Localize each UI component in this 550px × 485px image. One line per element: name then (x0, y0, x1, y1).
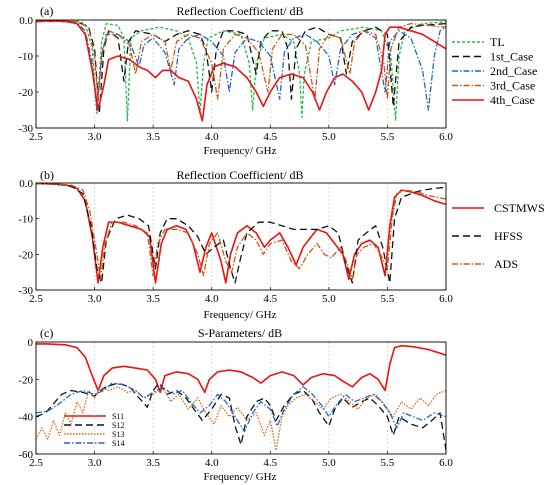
plot-frame (35, 182, 447, 291)
y-tick-label: -10 (18, 214, 33, 226)
y-tick-label: -10 (18, 51, 33, 63)
x-tick-label: 4.5 (263, 131, 277, 143)
y-tick-label: -20 (18, 374, 33, 386)
panel-b-label: (b) (40, 168, 54, 182)
legend-label: S14 (112, 439, 124, 448)
y-tick-label: 0.0 (19, 178, 33, 190)
series-group (36, 183, 446, 284)
panel-c: (c) S-Parameters/ dB Frequency/ GHz S11S… (40, 326, 282, 483)
panel-c-label: (c) (40, 326, 53, 340)
x-tick-label: 3.0 (88, 457, 102, 469)
x-tick-label: 4.0 (205, 131, 219, 143)
series-group (36, 20, 446, 122)
legend-label: S12 (112, 421, 124, 430)
x-tick-label: 3.5 (146, 457, 160, 469)
plot-frame (35, 19, 447, 129)
panel-a-title: Reflection Coefficient/ dB (176, 4, 303, 18)
y-tick-label: -20 (18, 87, 33, 99)
plot-frame (35, 341, 447, 455)
x-tick-label: 5.5 (381, 293, 395, 305)
series-line-cstmws (36, 183, 446, 284)
series-line-3rd-case (36, 20, 446, 100)
y-tick-label: -60 (18, 449, 33, 461)
series-line-s14 (36, 382, 446, 433)
x-tick-label: 5.5 (381, 457, 395, 469)
panel-a: (a) Reflection Coefficient/ dB Frequency… (40, 4, 537, 157)
y-tick-label: -20 (18, 249, 33, 261)
y-tick-label: 0.0 (19, 15, 33, 27)
y-tick-label: -40 (18, 412, 33, 424)
x-tick-label: 4.0 (205, 293, 219, 305)
x-tick-label: 5.5 (381, 131, 395, 143)
y-tick-label: -30 (18, 285, 33, 297)
series-line-s11 (36, 343, 446, 394)
x-tick-label: 3.5 (146, 293, 160, 305)
legend-label: 2nd_Case (490, 64, 537, 78)
x-tick-label: 3.5 (146, 131, 160, 143)
plot-areas: 2.5 3.0 3.5 4.0 4.5 5.0 5.5 6.00.0-10-20-302.5 3… (18, 15, 453, 469)
legend-label: TL (490, 35, 505, 49)
x-tick-label: 5.0 (322, 131, 336, 143)
x-tick-label: 3.0 (88, 293, 102, 305)
y-tick-label: 0 (28, 337, 34, 349)
panel-b: (b) Reflection Coefficient/ dB Frequency… (40, 168, 545, 321)
x-tick-label: 5.0 (322, 457, 336, 469)
panel-c-title: S-Parameters/ dB (198, 326, 282, 340)
x-tick-label: 5.0 (322, 293, 336, 305)
legend-label: S13 (112, 430, 124, 439)
y-tick-label: -30 (18, 123, 33, 135)
panel-a-label: (a) (40, 4, 53, 18)
x-tick-label: 2.5 (29, 131, 43, 143)
panel-b-title: Reflection Coefficient/ dB (176, 168, 303, 182)
legend-label: ADS (494, 257, 518, 271)
panel-b-xlabel: Frequency/ GHz (203, 309, 276, 321)
series-line-hfss (36, 183, 446, 284)
series-line-4th-case (36, 20, 446, 122)
legend-label: 1st_Case (490, 50, 533, 64)
x-tick-label: 6.0 (439, 131, 453, 143)
panel-b-legend: CSTMWS HFSS ADS (452, 201, 545, 271)
x-tick-label: 6.0 (439, 293, 453, 305)
panel-a-xlabel: Frequency/ GHz (203, 145, 276, 157)
legend-label: CSTMWS (494, 201, 545, 215)
x-tick-label: 4.0 (205, 457, 219, 469)
legend-label: 4th_Case (490, 93, 535, 107)
series-line-ads (36, 183, 446, 280)
series-group (36, 343, 446, 451)
legend-label: S11 (112, 412, 124, 421)
plot-2: 2.5 3.0 3.5 4.0 4.5 5.0 5.5 6.0 0.0 -10 -20 -30 (18, 178, 453, 305)
series-line-tl (36, 20, 446, 122)
x-tick-label: 4.5 (263, 457, 277, 469)
plot-1: 2.5 3.0 3.5 4.0 4.5 5.0 5.5 6.0 0.0 -10 -20 -30 (18, 15, 453, 143)
legend-label: 3rd_Case (490, 79, 535, 93)
x-tick-label: 3.0 (88, 131, 102, 143)
legend-label: HFSS (494, 229, 523, 243)
x-tick-label: 2.5 (29, 457, 43, 469)
series-line-s13 (36, 386, 446, 451)
x-tick-label: 2.5 (29, 293, 43, 305)
plot-3: 2.5 3.0 3.5 4.0 4.5 5.0 5.5 6.0 0 -20 -40 -60 (18, 337, 453, 469)
panel-c-xlabel: Frequency/ GHz (203, 471, 276, 483)
x-tick-label: 4.5 (263, 293, 277, 305)
x-tick-label: 6.0 (439, 457, 453, 469)
